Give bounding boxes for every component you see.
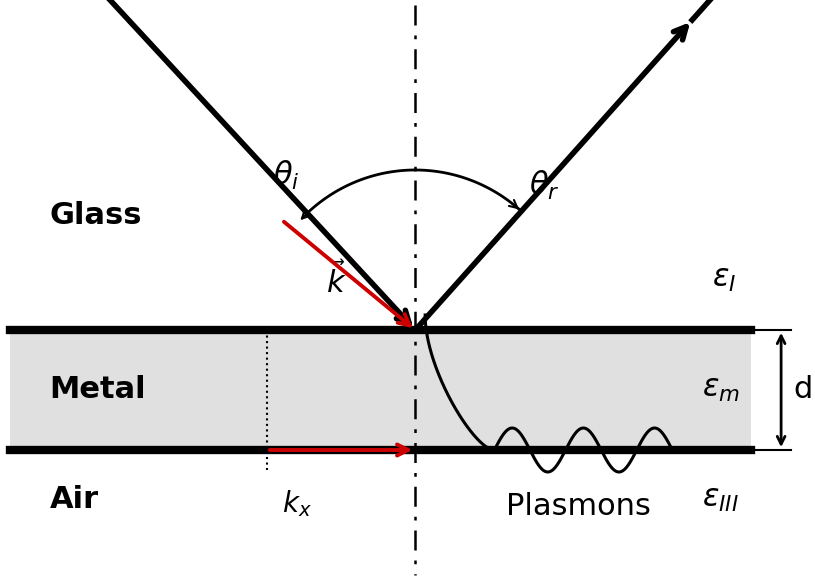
Text: Glass: Glass [50, 201, 142, 230]
Text: Air: Air [50, 485, 99, 514]
Text: $k_x$: $k_x$ [282, 488, 311, 519]
Text: Plasmons: Plasmons [506, 492, 651, 521]
Text: Metal: Metal [50, 375, 146, 404]
Text: $\theta_i$: $\theta_i$ [274, 158, 300, 191]
Text: $\varepsilon_{m}$: $\varepsilon_{m}$ [702, 375, 740, 404]
Text: $\varepsilon_{I}$: $\varepsilon_{I}$ [711, 266, 736, 295]
Text: $\vec{k}$: $\vec{k}$ [326, 262, 346, 299]
Bar [10, 330, 751, 450]
Text: d: d [793, 375, 813, 404]
Text: $\theta_r$: $\theta_r$ [529, 168, 559, 202]
Text: $\varepsilon_{III}$: $\varepsilon_{III}$ [702, 485, 739, 514]
